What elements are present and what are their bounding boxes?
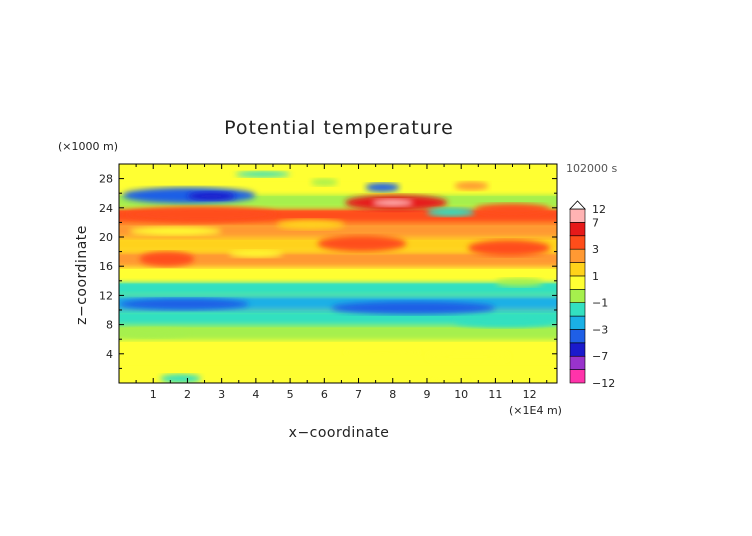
contour-band [119,279,557,297]
colorbar-swatch [569,289,586,303]
contour-feature [129,226,222,236]
y-tick-label: 28 [99,173,113,186]
x-tick-label: 6 [321,388,328,401]
contour-band [119,265,557,282]
x-axis-ticks: 1 2 3 4 5 6 7 8 9 10 11 12 [135,164,548,401]
time-label: 102000 s [566,162,617,175]
contour-feature [160,374,202,383]
colorbar-swatch [569,355,586,370]
contour-feature [235,171,291,178]
contour-feature [454,315,557,328]
x-tick-label: 10 [454,388,468,401]
y-tick-label: 20 [99,231,113,244]
colorbar-swatch [569,262,586,277]
contour-feature [228,250,284,258]
colorbar: 127 3 1 −1 −3 −7 −12 [569,200,615,390]
contour-feature [433,377,469,383]
colorbar-label: −7 [592,350,608,363]
x-tick-label: 12 [523,388,537,401]
colorbar-label: 1 [592,270,599,283]
contour-feature [495,277,544,287]
x-tick-label: 11 [488,388,502,401]
y-tick-label: 16 [99,260,113,273]
contour-feature [317,235,407,252]
contour-feature [454,181,489,191]
x-tick-label: 4 [252,388,259,401]
contour-feature [426,207,475,217]
y-axis-label: z−coordinate [74,225,90,325]
colorbar-swatch [569,329,586,344]
colorbar-swatch [569,275,586,290]
contour-feature [276,219,345,230]
feature-layer [119,171,557,383]
x-tick-label: 3 [218,388,225,401]
plot-area [118,163,558,384]
colorbar-label: 7 [592,216,599,229]
y-tick-label: 4 [106,348,113,361]
colorbar-label: −3 [592,323,608,336]
colorbar-swatch [569,315,586,330]
colorbar-swatch [569,222,586,237]
colorbar-swatch [569,369,586,384]
colorbar-label: −12 [592,377,615,390]
contour-band [119,164,557,180]
x-unit-label: (×1E4 m) [509,404,562,417]
plot-frame [118,163,558,384]
y-tick-label: 12 [99,289,113,302]
y-tick-label: 8 [106,319,113,332]
contour-feature [331,301,496,315]
contour-feature [372,199,414,207]
colorbar-label: 3 [592,243,599,256]
colorbar-label: 12 [592,203,606,216]
chart-title: Potential temperature [224,117,454,139]
colorbar-arrow [569,200,586,210]
colorbar-swatch [569,235,586,250]
contour-feature [426,350,510,363]
contour-feature [125,206,277,223]
x-tick-label: 9 [423,388,430,401]
y-unit-label: (×1000 m) [58,140,118,153]
x-tick-label: 2 [184,388,191,401]
x-tick-label: 8 [389,388,396,401]
contour-feature [119,298,250,310]
contour-feature [310,178,338,186]
colorbar-swatch [569,248,586,263]
colorbar-swatch [569,342,586,357]
contour-feature [344,349,421,356]
contour-band [119,323,557,341]
colorbar-label: −1 [592,297,608,310]
contour-feature [119,327,188,338]
contour-band [119,250,557,268]
contour-band [119,221,557,238]
x-tick-label: 1 [150,388,157,401]
contour-feature [468,239,551,256]
y-tick-label: 24 [99,202,113,215]
x-tick-label: 7 [355,388,362,401]
colorbar-swatch [569,208,586,223]
x-axis-label: x−coordinate [289,425,390,441]
contour-feature [139,251,195,267]
contour-feature [474,203,551,216]
colorbar-swatch [569,302,586,317]
contour-feature [365,182,400,192]
y-axis-ticks: 4 8 12 16 20 24 28 [99,173,557,369]
contour-feature [187,191,236,201]
x-tick-label: 5 [287,388,294,401]
